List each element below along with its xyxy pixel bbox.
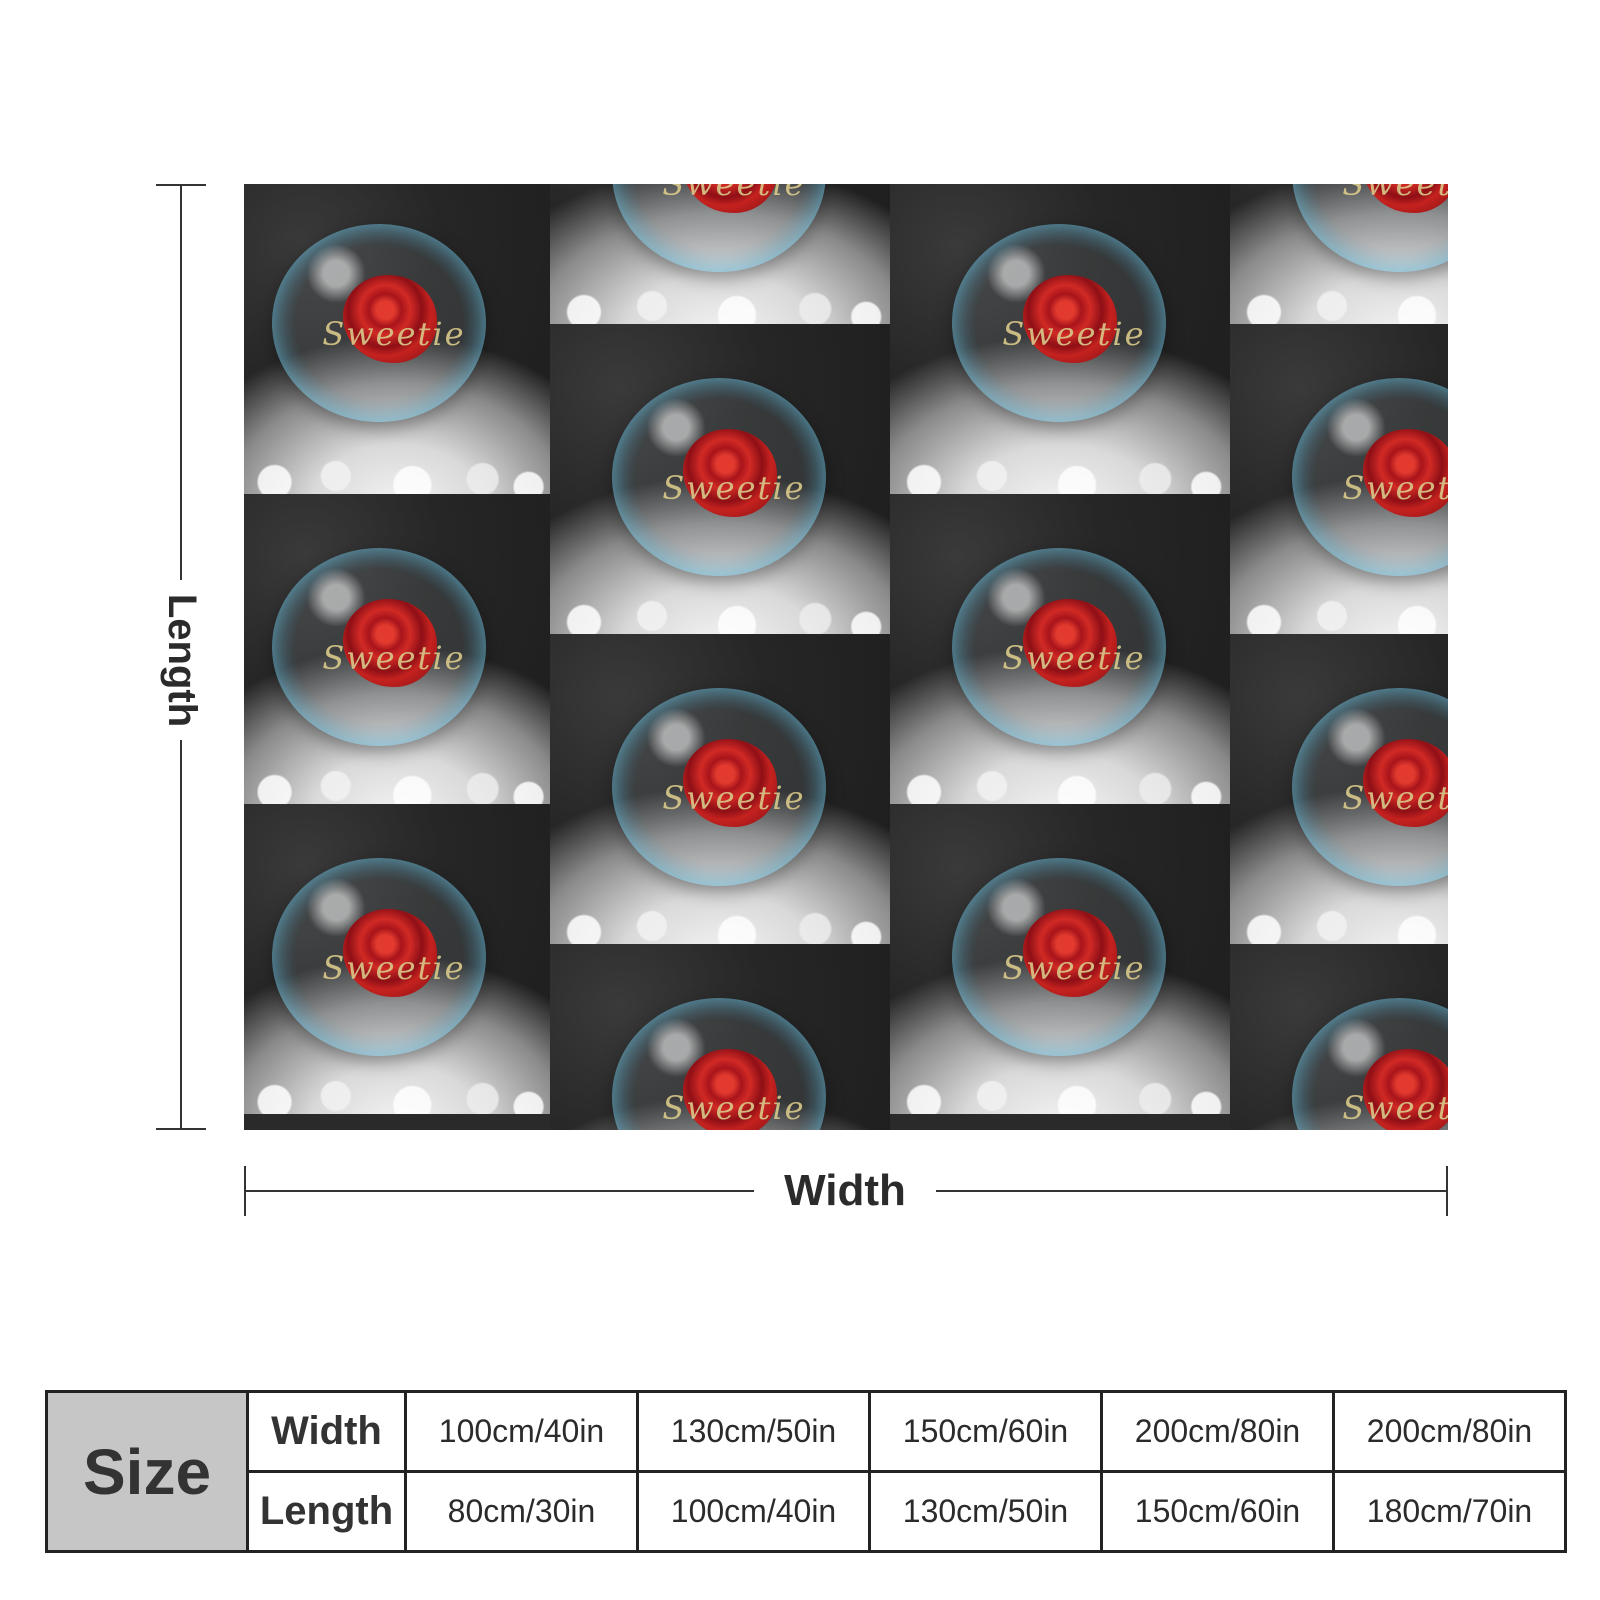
- print-column: Sweetie Sweetie Sweetie Sweetie: [1230, 184, 1448, 1130]
- length-option: 180cm/70in: [1332, 1470, 1567, 1553]
- length-option: 150cm/60in: [1100, 1470, 1335, 1553]
- rose-image: [342, 909, 437, 997]
- bubble-rose-motif: Sweetie: [1292, 688, 1448, 886]
- bubble-rose-motif: Sweetie: [612, 688, 826, 886]
- print-tile: Sweetie: [1230, 184, 1448, 324]
- bubble-rose-motif: Sweetie: [1292, 378, 1448, 576]
- bubble-rose-motif: Sweetie: [1292, 184, 1448, 272]
- width-option: 150cm/60in: [868, 1390, 1103, 1473]
- motif-script-text: Sweetie: [322, 949, 466, 988]
- blanket-print-image: Sweetie Sweetie Sweetie Sweetie: [244, 184, 1448, 1130]
- width-option: 200cm/80in: [1100, 1390, 1335, 1473]
- bubble-rose-motif: Sweetie: [952, 224, 1166, 422]
- print-column: Sweetie Sweetie Sweetie Sweetie: [550, 184, 890, 1130]
- rose-image: [1362, 1049, 1448, 1130]
- rose-image: [342, 599, 437, 687]
- size-row-width: Size Width 100cm/40in 130cm/50in 150cm/6…: [45, 1390, 1567, 1553]
- length-dimension-label: Length: [152, 580, 212, 740]
- length-marker-bottom-cap: [156, 1128, 206, 1130]
- length-option: 80cm/30in: [404, 1470, 639, 1553]
- size-chart-table: Size Width 100cm/40in 130cm/50in 150cm/6…: [45, 1390, 1567, 1553]
- rose-image: [1022, 275, 1117, 363]
- motif-script-text: Sweetie: [662, 779, 806, 818]
- width-marker-line-left: [244, 1190, 754, 1192]
- rose-image: [682, 1049, 777, 1130]
- motif-script-text: Sweetie: [1002, 949, 1146, 988]
- rose-image: [682, 429, 777, 517]
- length-option: 100cm/40in: [636, 1470, 871, 1553]
- width-option: 200cm/80in: [1332, 1390, 1567, 1473]
- motif-script-text: Sweetie: [1002, 639, 1146, 678]
- motif-script-text: Sweetie: [322, 315, 466, 354]
- bubble-rose-motif: Sweetie: [612, 378, 826, 576]
- motif-script-text: Sweetie: [1342, 1089, 1448, 1128]
- print-tile: Sweetie: [550, 944, 890, 1130]
- print-tile: Sweetie: [244, 494, 550, 804]
- motif-script-text: Sweetie: [1342, 779, 1448, 818]
- motif-script-text: Sweetie: [322, 639, 466, 678]
- width-marker-line-right: [936, 1190, 1448, 1192]
- bubble-rose-motif: Sweetie: [952, 548, 1166, 746]
- print-tile: Sweetie: [890, 804, 1230, 1114]
- print-tile: Sweetie: [244, 184, 550, 494]
- print-tile: Sweetie: [1230, 944, 1448, 1130]
- rose-image: [342, 275, 437, 363]
- length-marker-line-bottom: [180, 740, 182, 1130]
- length-label-text: Length: [160, 593, 205, 727]
- width-dimension-label: Width: [784, 1166, 906, 1215]
- length-row-label: Length: [246, 1470, 407, 1553]
- bubble-rose-motif: Sweetie: [1292, 998, 1448, 1130]
- motif-script-text: Sweetie: [662, 1089, 806, 1128]
- motif-script-text: Sweetie: [662, 184, 806, 204]
- bubble-rose-motif: Sweetie: [272, 858, 486, 1056]
- rose-image: [1022, 909, 1117, 997]
- print-tile: Sweetie: [550, 634, 890, 944]
- print-tile: Sweetie: [550, 184, 890, 324]
- print-tile: Sweetie: [890, 184, 1230, 494]
- bubble-rose-motif: Sweetie: [612, 184, 826, 272]
- width-option: 130cm/50in: [636, 1390, 871, 1473]
- print-tile: Sweetie: [244, 804, 550, 1114]
- length-option: 130cm/50in: [868, 1470, 1103, 1553]
- print-tile: Sweetie: [890, 494, 1230, 804]
- length-marker-line-top: [180, 184, 182, 580]
- width-row-label: Width: [246, 1390, 407, 1473]
- bubble-rose-motif: Sweetie: [272, 548, 486, 746]
- size-row-length: Length 80cm/30in 100cm/40in 130cm/50in 1…: [47, 1470, 1567, 1553]
- bubble-rose-motif: Sweetie: [952, 858, 1166, 1056]
- bubble-rose-motif: Sweetie: [612, 998, 826, 1130]
- print-tile: Sweetie: [550, 324, 890, 634]
- width-option: 100cm/40in: [404, 1390, 639, 1473]
- width-marker-right-cap: [1446, 1166, 1448, 1216]
- rose-image: [1362, 429, 1448, 517]
- print-tile: Sweetie: [1230, 324, 1448, 634]
- bubble-rose-motif: Sweetie: [272, 224, 486, 422]
- print-column: Sweetie Sweetie Sweetie: [890, 184, 1230, 1130]
- rose-image: [682, 739, 777, 827]
- print-column: Sweetie Sweetie Sweetie: [244, 184, 550, 1130]
- motif-script-text: Sweetie: [1002, 315, 1146, 354]
- motif-script-text: Sweetie: [662, 469, 806, 508]
- print-tile: Sweetie: [1230, 634, 1448, 944]
- rose-image: [1362, 739, 1448, 827]
- size-heading: Size: [45, 1390, 249, 1553]
- motif-script-text: Sweetie: [1342, 184, 1448, 204]
- rose-image: [1022, 599, 1117, 687]
- motif-script-text: Sweetie: [1342, 469, 1448, 508]
